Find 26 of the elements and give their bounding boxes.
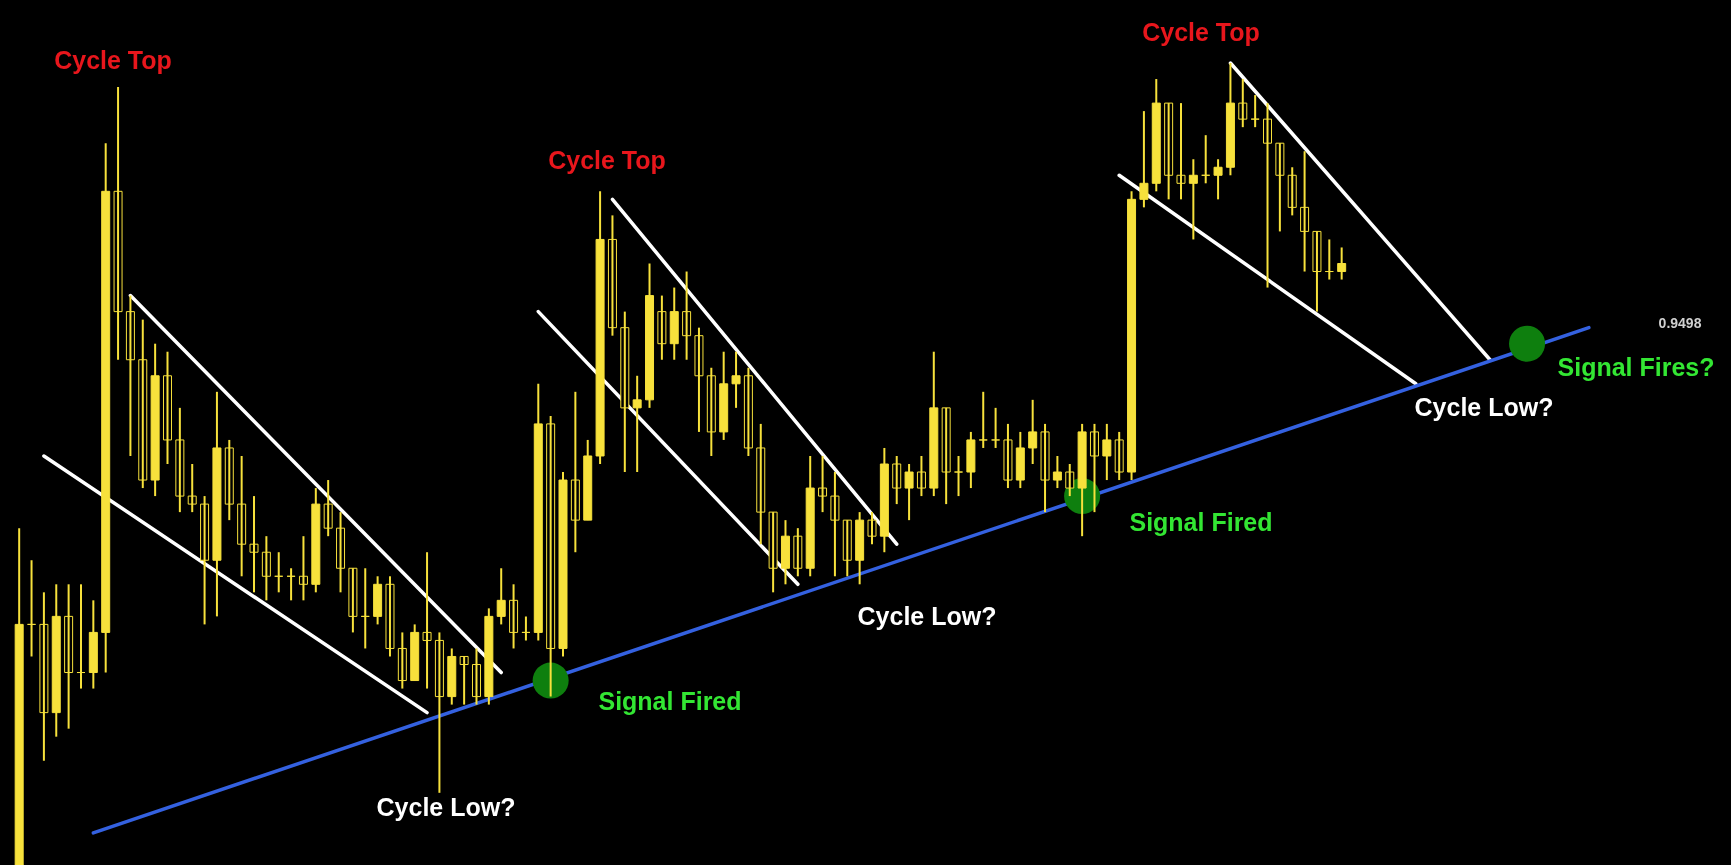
candlestick [249,496,259,593]
candlestick [966,431,976,489]
annotation: 0.9498 [1658,315,1702,331]
candlestick [1040,423,1050,513]
annotation: Cycle Low? [857,602,997,630]
annotation: Signal Fired [1129,508,1273,536]
candlestick [904,464,914,521]
annotation: Cycle Low? [376,793,516,821]
candlestick [830,472,840,577]
text: Cycle Top [1142,18,1260,46]
candlestick [867,512,877,545]
candlestick [175,407,185,513]
candlestick [768,511,778,593]
candlestick [422,552,432,689]
candlestick [1213,159,1223,200]
annotation: Signal Fired [598,687,742,715]
candlestick [1003,423,1013,489]
candlestick [459,655,469,705]
candlestick [1176,103,1186,200]
candlestick [1077,423,1087,537]
annotation: Signal Fires? [1557,353,1715,381]
candlestick [731,351,741,408]
annotation: Cycle Low? [1414,393,1554,421]
annotation: Cycle Top [548,146,666,174]
candlestick [150,343,160,497]
annotation: Cycle Top [54,46,172,74]
